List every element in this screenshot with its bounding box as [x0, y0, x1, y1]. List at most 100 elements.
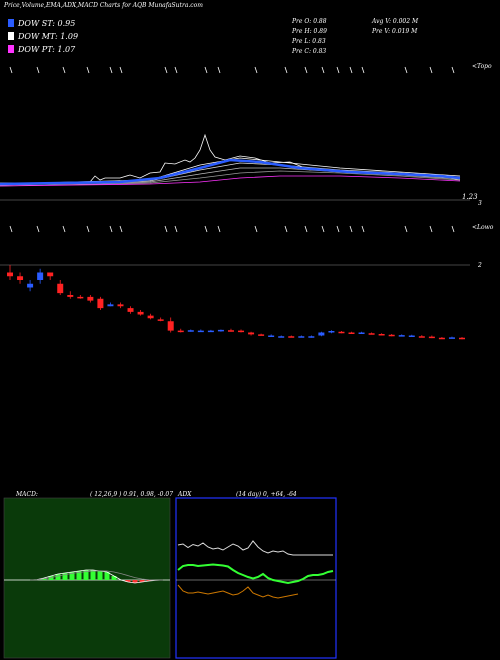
candle-tick-mark [404, 225, 408, 233]
candle-body [187, 330, 194, 332]
candle-body [117, 304, 124, 307]
candle-tick-mark [119, 225, 123, 233]
candle-body [278, 336, 285, 338]
dow-pt-swatch [8, 45, 14, 53]
upper-tick-mark [254, 66, 258, 74]
prev-volume: Pre V: 0.019 M [372, 28, 418, 35]
candle-body [67, 295, 74, 297]
prev-high: Pre H: 0.89 [292, 28, 327, 35]
dow-pt-label: DOW PT: 1.07 [18, 44, 76, 54]
candle-body [378, 334, 385, 336]
upper-right-mark: 3 [478, 200, 482, 207]
upper-tick-mark [304, 66, 308, 74]
adx-series-line-1 [177, 563, 334, 585]
candle-body [398, 335, 405, 337]
candle-body [268, 335, 275, 337]
upper-tick-mark [86, 66, 90, 74]
candle-tick-mark [86, 225, 90, 233]
candle-body [87, 296, 94, 301]
chart-title: Price,Volume,EMA,ADX,MACD Charts for AQB… [4, 2, 203, 9]
candle-body [238, 330, 245, 333]
candle-body [368, 333, 375, 335]
upper-tick-mark [349, 66, 353, 74]
candle-body [418, 336, 425, 338]
candle-tick-mark [204, 225, 208, 233]
dow-pt-legend: DOW PT: 1.07 [8, 44, 75, 54]
candle-body [137, 311, 144, 315]
macd-label: MACD: [16, 491, 38, 498]
dow-mt-label: DOW MT: 1.09 [18, 31, 79, 41]
upper-tick-mark [217, 66, 221, 74]
candle-right-mark: 2 [478, 262, 482, 269]
candle-body [428, 336, 435, 339]
candle-tick-mark [429, 225, 433, 233]
candle-body [167, 321, 174, 331]
ema-line-0 [0, 157, 461, 185]
upper-price-label: 1.23 [462, 193, 478, 201]
prev-close: Pre C: 0.83 [292, 48, 327, 55]
candle-body [197, 330, 204, 333]
candle-body [147, 315, 154, 319]
candle-tick-mark [9, 225, 13, 233]
candle-body [97, 298, 104, 309]
macd-series-line-1 [29, 570, 164, 581]
candle-body [318, 332, 325, 336]
candle-body [7, 272, 13, 277]
upper-tick-mark [404, 66, 408, 74]
candle-body [177, 330, 184, 333]
adx-series-line-2 [177, 584, 299, 599]
upper-tick-mark [36, 66, 40, 74]
avg-volume: Avg V: 0.002 M [372, 18, 419, 25]
upper-tick-mark [9, 66, 13, 74]
dow-st-line [0, 158, 461, 186]
upper-tick-mark [451, 66, 455, 74]
candle-tick-mark [36, 225, 40, 233]
upper-tick-mark [164, 66, 168, 74]
candle-tick-mark [361, 225, 365, 233]
candle-tick-mark [451, 225, 455, 233]
prev-open: Pre O: 0.88 [292, 18, 327, 25]
candle-body [298, 336, 305, 338]
candle-body [217, 329, 224, 332]
candle-body [127, 308, 134, 312]
candle-body [358, 332, 365, 334]
candle-body [328, 331, 335, 333]
upper-tick-mark [119, 66, 123, 74]
candle-body [57, 283, 64, 294]
candle-tick-mark [109, 225, 113, 233]
candle-body [207, 330, 214, 333]
candle-body [288, 336, 295, 338]
candle-tick-mark [164, 225, 168, 233]
candle-body [37, 272, 44, 280]
candle-body [47, 272, 54, 277]
upper-right-label: <Topo [472, 63, 492, 70]
upper-tick-mark [429, 66, 433, 74]
candle-body [227, 330, 234, 332]
candle-body [27, 283, 34, 288]
dow-st-swatch [8, 19, 14, 27]
candle-tick-mark [217, 225, 221, 233]
candle-body [107, 304, 114, 307]
upper-tick-mark [204, 66, 208, 74]
candle-tick-mark [284, 225, 288, 233]
dow-mt-swatch [8, 32, 14, 40]
candle-body [348, 332, 355, 334]
candle-body [157, 319, 164, 321]
upper-tick-mark [109, 66, 113, 74]
candle-body [258, 334, 265, 336]
dow-st-legend: DOW ST: 0.95 [8, 18, 75, 28]
candle-body [408, 335, 415, 337]
dow-mt-legend: DOW MT: 1.09 [8, 31, 78, 41]
upper-tick-mark [62, 66, 66, 74]
candle-body [338, 331, 345, 334]
candle-tick-mark [349, 225, 353, 233]
candle-body [248, 332, 255, 335]
upper-tick-mark [336, 66, 340, 74]
candle-body [77, 296, 84, 299]
adx-params: (14 day) 0, +64, -64 [236, 491, 297, 498]
ema-line-3 [0, 170, 461, 187]
candle-body [438, 337, 445, 340]
adx-label: ADX [178, 491, 192, 498]
upper-tick-mark [361, 66, 365, 74]
upper-tick-mark [284, 66, 288, 74]
